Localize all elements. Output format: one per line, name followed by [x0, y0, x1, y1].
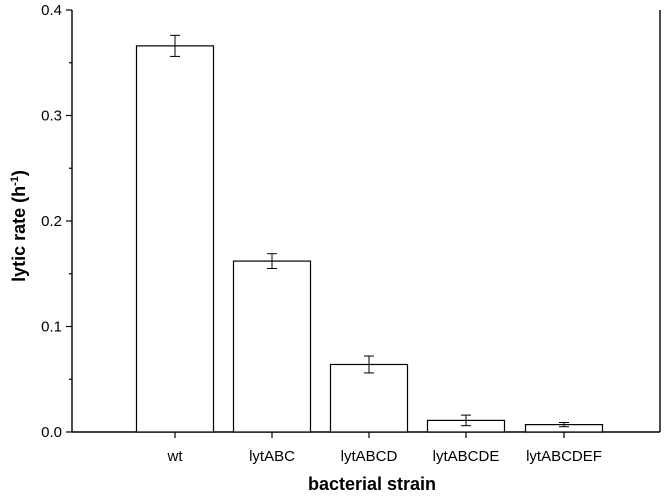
y-tick-label: 0.4 [41, 2, 62, 19]
y-axis-title-main: lytic rate (h [9, 186, 29, 282]
y-tick-label: 0.0 [41, 424, 62, 441]
x-tick-label: lytABCD [341, 448, 398, 465]
y-tick-label: 0.2 [41, 213, 62, 230]
y-tick-label: 0.3 [41, 108, 62, 125]
bar [232, 260, 312, 433]
y-axis-title-suffix: ) [9, 170, 29, 176]
y-axis-title-sup: -1 [9, 176, 21, 186]
y-axis-title: lytic rate (h-1) [9, 170, 29, 282]
tick-labels: 0.0 0.1 0.2 0.3 0.4 wt lytABC lytABCD lytABCDE ly… [41, 2, 602, 465]
bar [329, 363, 409, 433]
y-tick-label: 0.1 [41, 319, 62, 336]
x-axis-title: bacterial strain [308, 474, 436, 494]
x-tick-label: lytABC [249, 448, 295, 465]
x-tick-label: wt [167, 448, 184, 465]
bar [135, 45, 215, 433]
error-bars [170, 34, 569, 428]
x-tick-label: lytABCDEF [526, 448, 602, 465]
bars [135, 45, 604, 433]
x-tick-label: lytABCDE [433, 448, 500, 465]
